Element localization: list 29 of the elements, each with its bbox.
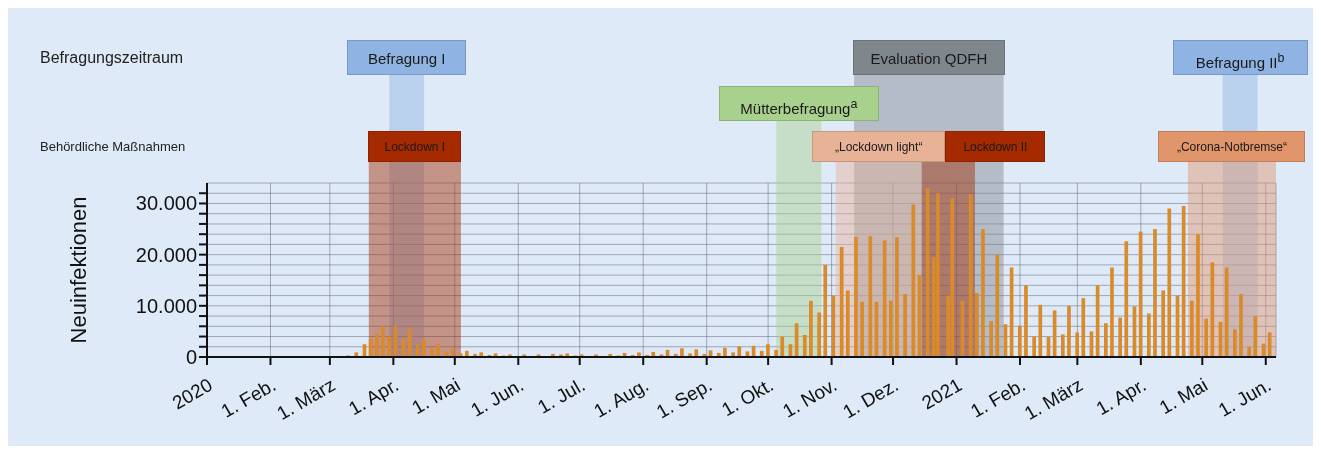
band-label: Befragung I xyxy=(347,40,466,75)
x-tick-label: 1. Dez. xyxy=(839,374,902,423)
band-label: Befragung II$^{b}$ xyxy=(1172,40,1308,75)
y-tick-label: 10.000 xyxy=(135,294,197,317)
y-tick-label: 20.000 xyxy=(135,243,197,266)
x-tick-label: 1. Aug. xyxy=(590,374,652,422)
y-tick-label: 0 xyxy=(185,346,197,368)
band-label: Evaluation QDFH xyxy=(852,40,1005,75)
x-tick-label: 1. Sep. xyxy=(652,374,716,423)
band-label: Lockdown II xyxy=(945,131,1046,162)
x-tick-label: 1. Jun. xyxy=(1214,374,1275,421)
text: Befragungszeitraum xyxy=(40,48,184,68)
x-tick-label: 1. Jul. xyxy=(534,374,589,418)
y-axis-title: Neuinfektionen xyxy=(65,196,91,344)
y-tick-label: 30.000 xyxy=(135,192,197,215)
band-label: Mütterbefragung$^{a}$ xyxy=(718,86,880,121)
band-label: „Lockdown light“ xyxy=(811,131,946,162)
x-tick-label: 1. Jun. xyxy=(467,374,528,421)
x-tick-label: 1. Apr. xyxy=(345,374,403,420)
x-tick-label: 2021 xyxy=(918,374,966,414)
x-tick-label: 1. Nov. xyxy=(779,374,841,422)
x-tick-label: 1. Okt. xyxy=(717,374,777,421)
band-label: Lockdown I xyxy=(368,131,462,162)
x-tick-label: 1. Mai xyxy=(408,374,464,419)
x-tick-label: 1. Apr. xyxy=(1092,374,1150,420)
x-tick-label: 2020 xyxy=(168,374,216,414)
band-label: „Corona-Notbremse“ xyxy=(1158,131,1306,162)
text: Behördliche Maßnahmen xyxy=(40,138,186,156)
x-tick-label: 1. Mai xyxy=(1155,374,1212,419)
